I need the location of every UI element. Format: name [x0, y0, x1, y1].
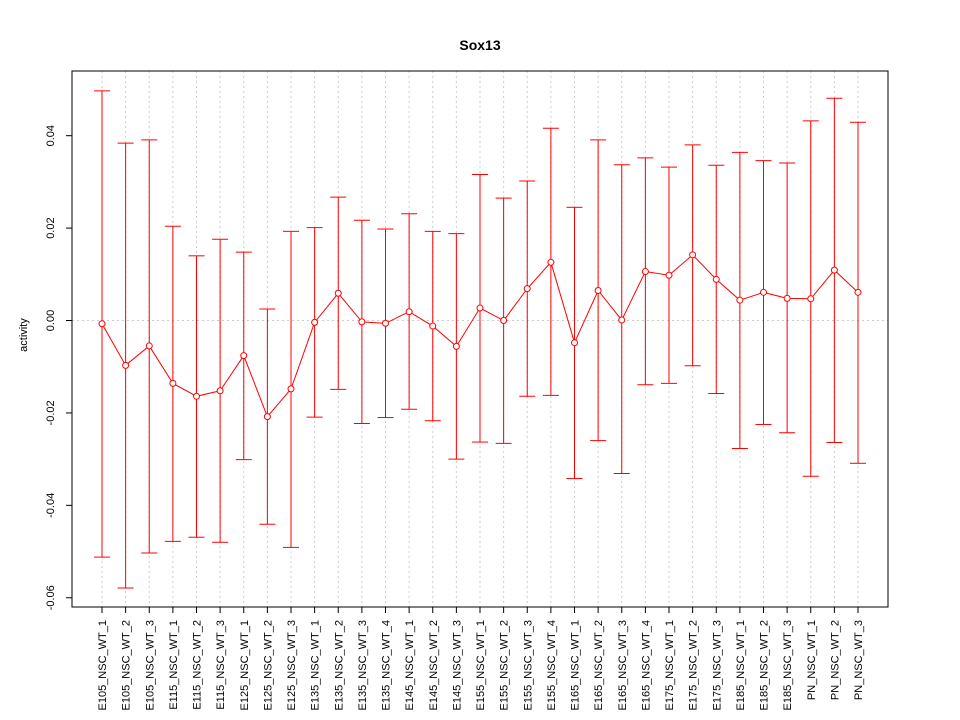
data-point	[547, 258, 555, 266]
data-point	[263, 413, 271, 421]
x-tick-label: E175_NSC_WT_3	[711, 620, 723, 711]
y-tick-label: 0.04	[45, 125, 57, 146]
x-tick-label: E145_NSC_WT_3	[451, 620, 463, 711]
data-point	[783, 294, 791, 302]
data-point	[594, 286, 602, 294]
data-point	[240, 352, 248, 360]
data-point	[854, 288, 862, 296]
x-tick-label: E115_NSC_WT_3	[215, 620, 227, 710]
data-point	[358, 318, 366, 326]
data-point	[476, 304, 484, 312]
x-tick-label: E185_NSC_WT_2	[759, 620, 771, 711]
data-point	[760, 288, 767, 296]
x-tick-label: E165_NSC_WT_4	[640, 620, 652, 711]
data-point	[665, 271, 673, 279]
x-tick-label: E165_NSC_WT_2	[593, 620, 605, 711]
x-tick-label: E165_NSC_WT_3	[617, 620, 629, 711]
x-tick-label: E145_NSC_WT_2	[428, 620, 440, 711]
x-tick-label: E165_NSC_WT_1	[570, 620, 582, 711]
x-tick-label: E115_NSC_WT_2	[192, 620, 204, 710]
x-tick-label: E135_NSC_WT_3	[357, 620, 369, 711]
x-tick-label: E105_NSC_WT_3	[144, 620, 156, 711]
data-point	[807, 295, 815, 303]
x-tick-label: E155_NSC_WT_1	[475, 620, 487, 711]
data-point	[571, 339, 578, 347]
x-tick-label: E105_NSC_WT_1	[97, 620, 109, 711]
data-point	[122, 361, 130, 369]
data-point	[145, 342, 153, 350]
data-point	[382, 319, 389, 327]
x-tick-label: PN_NSC_WT_3	[853, 620, 865, 700]
data-point	[736, 296, 744, 304]
data-points	[98, 251, 862, 421]
data-point	[523, 285, 531, 293]
data-point	[452, 342, 460, 350]
y-axis-label: activity	[18, 318, 30, 352]
x-tick-label: E125_NSC_WT_2	[262, 620, 274, 711]
data-point	[405, 308, 413, 316]
y-tick-label: 0.00	[45, 310, 57, 331]
x-tick-label: E135_NSC_WT_1	[310, 620, 322, 711]
x-tick-label: E155_NSC_WT_4	[546, 620, 558, 711]
y-tick-label: -0.06	[45, 585, 57, 610]
data-point	[216, 387, 224, 395]
x-tick-label: E115_NSC_WT_1	[168, 620, 180, 710]
x-tick-label: PN_NSC_WT_2	[829, 620, 841, 700]
x-tick-label: E145_NSC_WT_1	[404, 620, 416, 711]
y-tick-label: -0.04	[45, 493, 57, 518]
chart-title: Sox13	[459, 37, 500, 53]
data-point	[98, 320, 106, 328]
data-point	[311, 318, 319, 326]
x-tick-label: E135_NSC_WT_4	[381, 620, 393, 711]
x-tick-label: E155_NSC_WT_2	[499, 620, 511, 711]
x-tick-label: E175_NSC_WT_2	[688, 620, 700, 711]
data-point	[830, 266, 838, 274]
data-point	[618, 316, 626, 324]
data-point	[334, 289, 342, 297]
data-point	[712, 275, 720, 283]
data-point	[689, 251, 697, 259]
x-tick-label: E175_NSC_WT_1	[664, 620, 676, 711]
x-tick-label: E155_NSC_WT_3	[522, 620, 534, 711]
x-tick-label: E135_NSC_WT_2	[333, 620, 345, 711]
x-tick-label: E185_NSC_WT_1	[735, 620, 747, 711]
x-tick-label: E125_NSC_WT_1	[239, 620, 251, 711]
y-tick-label: -0.02	[45, 400, 57, 425]
x-tick-label: PN_NSC_WT_1	[806, 620, 818, 700]
data-point	[193, 392, 200, 400]
data-point	[429, 322, 437, 330]
data-point	[287, 385, 295, 393]
x-tick-label: E125_NSC_WT_3	[286, 620, 298, 711]
x-tick-label: E105_NSC_WT_2	[121, 620, 133, 711]
axes: -0.06 -0.04 -0.02 0.00 0.02 0.04 E105_NSC_WT_1…	[45, 125, 865, 711]
y-tick-label: 0.02	[45, 217, 57, 238]
plot-frame	[71, 70, 889, 608]
data-point	[641, 268, 649, 276]
data-point	[500, 317, 508, 325]
data-point	[169, 379, 177, 387]
x-tick-label: E185_NSC_WT_3	[782, 620, 794, 711]
